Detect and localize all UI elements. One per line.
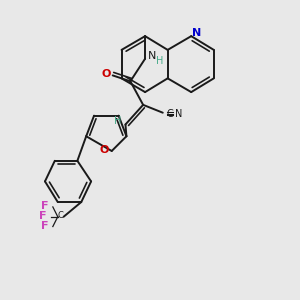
Text: N: N (148, 51, 156, 61)
Text: C: C (167, 109, 173, 119)
Text: C: C (58, 211, 64, 220)
Text: O: O (101, 69, 110, 80)
Text: N: N (175, 109, 182, 119)
Text: F: F (41, 220, 49, 231)
Text: N: N (191, 28, 201, 38)
Text: O: O (99, 145, 109, 155)
Text: F: F (41, 201, 49, 211)
Text: F: F (39, 211, 47, 221)
Text: H: H (156, 56, 164, 66)
Text: H: H (114, 116, 121, 126)
